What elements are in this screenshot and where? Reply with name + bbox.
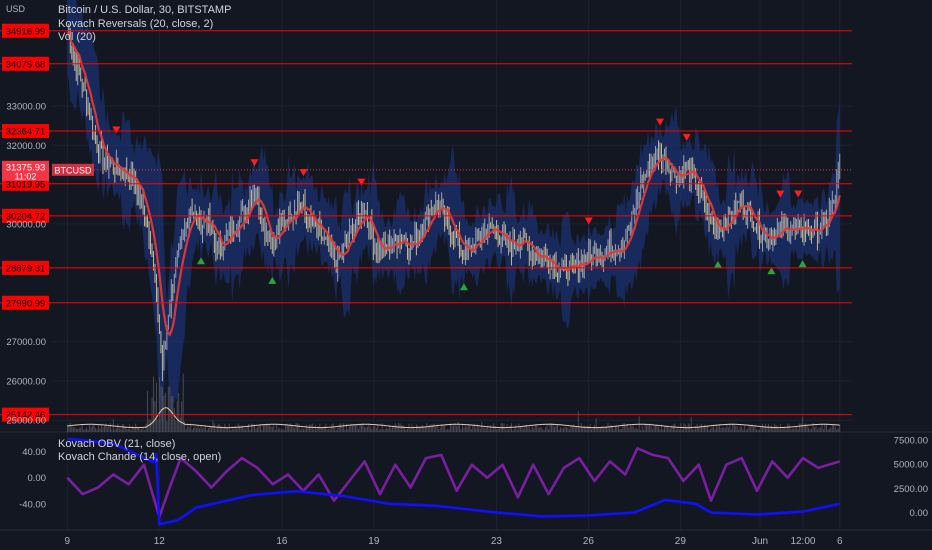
chande-tick-label: -40.00 (19, 499, 46, 510)
level-lines: 34916.99 34075.68 32364.71 31019.95 30204.72… (0, 23, 852, 422)
level-label: 32364.71 (6, 126, 46, 137)
chande-tick-label: 0.00 (28, 473, 47, 484)
level-label: 27990.99 (6, 298, 46, 309)
time-tick-label: 19 (368, 536, 380, 547)
price-tick-label: 25000.00 (6, 416, 46, 427)
level-label: 34916.99 (6, 26, 46, 37)
last-price-tag (2, 160, 49, 181)
time-tick-label: 6 (837, 536, 843, 547)
volume-bars (66, 373, 841, 432)
time-tick-label: 12:00 (790, 536, 815, 547)
reversal-markers (112, 118, 807, 291)
price-tick-label: 27000.00 (6, 337, 46, 348)
down-reversal-marker (584, 217, 593, 225)
time-tick-label: 9 (65, 536, 71, 547)
lower-pane: 40.00 0.00 -40.00 7500.00 5000.00 2500.00 0.00 (19, 435, 929, 526)
kovach-reversal-line (66, 30, 841, 337)
level-label-box (2, 260, 49, 275)
indicator-legend-reversals[interactable]: Kovach Reversals (20, close, 2) (58, 18, 214, 30)
level-label: 25142.46 (6, 410, 46, 421)
time-tick-label: 16 (276, 536, 288, 547)
indicator-legend-vol[interactable]: Vol (20) (58, 31, 96, 43)
down-reversal-marker (357, 178, 366, 186)
obv-tick-label: 5000.00 (894, 460, 928, 471)
volatility-band (67, 0, 840, 431)
reversal-ma-line (66, 30, 841, 337)
bar-countdown: 11:02 (15, 171, 37, 181)
level-label-box (2, 295, 49, 310)
time-tick-label: 29 (675, 536, 687, 547)
price-tick-label: 32000.00 (6, 141, 46, 152)
level-label-box (2, 23, 49, 38)
axes: 33000.00 32000.00 30000.00 27000.00 26000.00… (2, 102, 852, 547)
time-tick-label: 23 (491, 536, 503, 547)
price-tick-label: 30000.00 (6, 219, 46, 230)
level-label-box (2, 56, 49, 71)
down-reversal-marker (112, 126, 121, 134)
symbol-tag (52, 163, 94, 176)
obv-line (67, 437, 840, 526)
level-label: 30204.72 (6, 211, 46, 222)
down-reversal-marker (776, 190, 785, 198)
down-reversal-marker (250, 159, 259, 167)
down-reversal-marker (682, 133, 691, 141)
up-reversal-marker (767, 267, 776, 275)
level-label-box (2, 208, 49, 223)
down-reversal-marker (656, 118, 665, 126)
time-tick-label: 12 (154, 536, 166, 547)
obv-tick-label: 2500.00 (894, 484, 928, 495)
time-tick-label: Jun (752, 536, 768, 547)
band-area (67, 0, 840, 431)
level-label: 28879.31 (6, 263, 46, 274)
volume-ma-line (67, 407, 840, 429)
obv-tick-label: 0.00 (910, 508, 929, 519)
indicator-legend-obv[interactable]: Kovach OBV (21, close) (58, 438, 176, 450)
level-label-box (2, 407, 49, 422)
level-label: 31019.95 (6, 179, 46, 190)
chande-line (66, 447, 841, 519)
obv-tick-label: 7500.00 (894, 435, 928, 446)
up-reversal-marker (798, 260, 807, 268)
chart-title[interactable]: Bitcoin / U.S. Dollar, 30, BITSTAMP (58, 4, 232, 16)
indicator-legend-chande[interactable]: Kovach Chande (14, close, open) (58, 451, 222, 463)
currency-label: USD (6, 4, 26, 14)
down-reversal-marker (794, 190, 803, 198)
time-tick-label: 26 (583, 536, 595, 547)
price-tick-label: 26000.00 (6, 376, 46, 387)
up-reversal-marker (268, 276, 277, 284)
level-label: 34075.68 (6, 59, 46, 70)
level-label-box (2, 123, 49, 138)
symbol-label: BTCUSD (54, 165, 92, 175)
last-price: 31375.93 (6, 162, 46, 173)
up-reversal-marker (713, 260, 722, 268)
down-reversal-marker (299, 169, 308, 177)
price-tick-label: 33000.00 (6, 102, 46, 113)
up-reversal-marker (459, 283, 468, 291)
chande-tick-label: 40.00 (22, 447, 46, 458)
up-reversal-marker (197, 257, 206, 265)
